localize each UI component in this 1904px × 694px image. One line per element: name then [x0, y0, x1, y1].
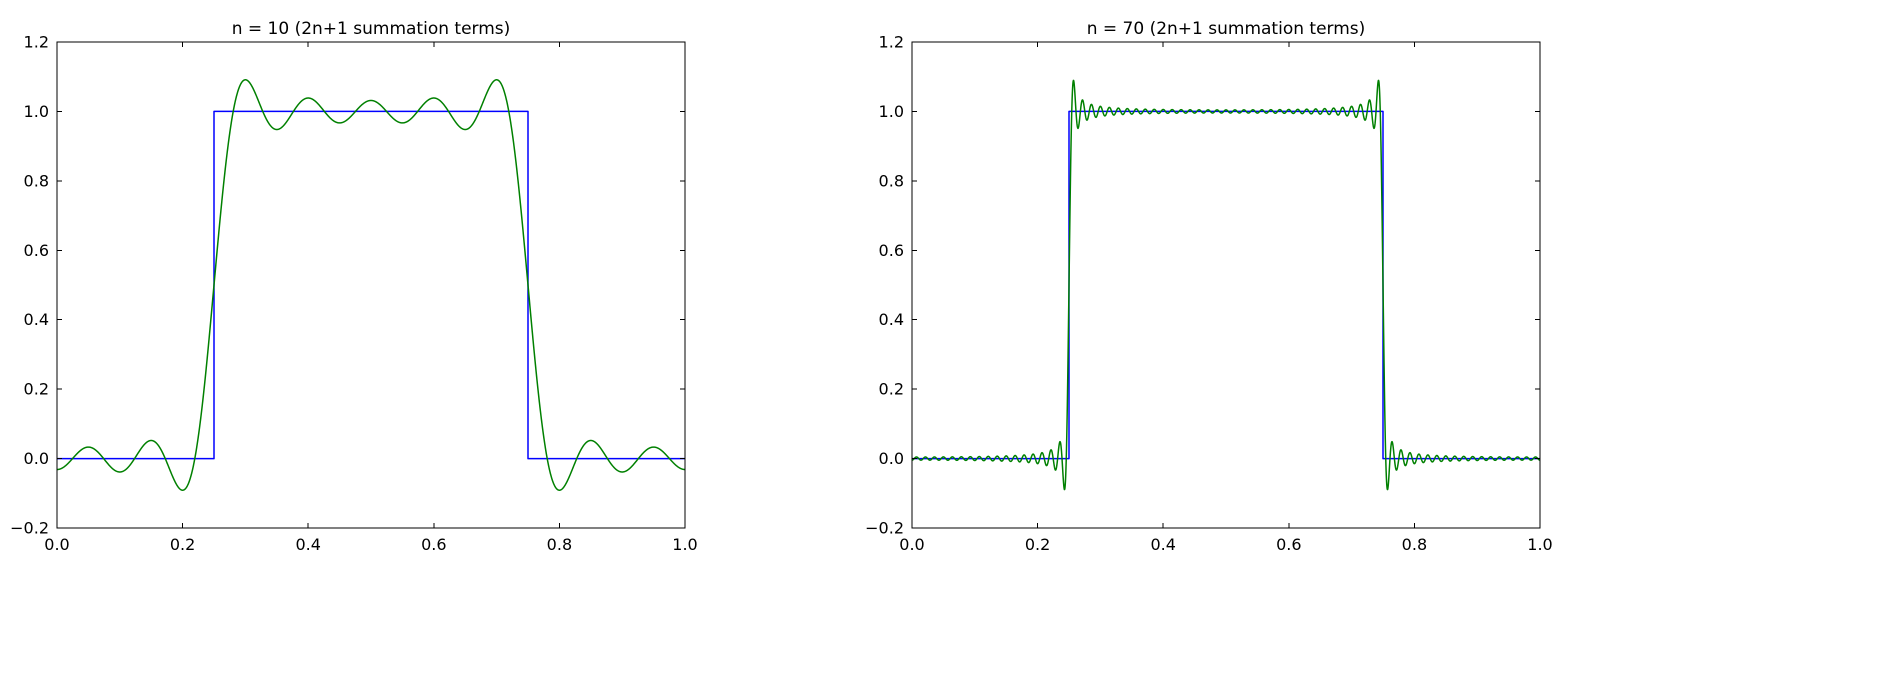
x-tick-label: 0.2	[1025, 535, 1050, 554]
y-tick-label: 0.8	[24, 171, 49, 190]
fourier-partial-sum-line	[911, 79, 1541, 491]
x-tick-label: 0.2	[170, 535, 195, 554]
y-tick-label: 0.6	[24, 241, 49, 260]
y-tick-label: 1.2	[879, 33, 904, 52]
right-chart: 0.0 0.2 0.4 0.6 0.8 1.0−0.20.00.20.40.60.81.0…	[865, 33, 1553, 555]
y-tick-label: 1.0	[24, 102, 49, 121]
y-tick-label: 1.2	[24, 33, 49, 52]
axes-background	[912, 42, 1540, 528]
x-tick-label: 0.4	[295, 535, 320, 554]
x-tick-label: 0.0	[44, 535, 69, 554]
y-tick-label: 1.0	[879, 102, 904, 121]
y-tick-label: 0.4	[24, 310, 49, 329]
x-tick-label: 0.0	[899, 535, 924, 554]
square-wave-target-line	[57, 110, 685, 460]
x-tick-label: 0.8	[1402, 535, 1427, 554]
axes-spines	[56, 41, 686, 529]
y-tick-label: 0.8	[879, 171, 904, 190]
y-tick-label: −0.2	[865, 519, 904, 538]
y-tick-label: 0.0	[24, 449, 49, 468]
left-chart-title: n = 10 (2n+1 summation terms)	[231, 19, 511, 39]
square-wave-target-line	[912, 110, 1540, 460]
axes-background	[57, 42, 685, 528]
fourier-partial-sum-line	[56, 79, 686, 491]
axes-spines	[911, 41, 1541, 529]
y-tick-label: −0.2	[10, 519, 49, 538]
x-tick-label: 1.0	[672, 535, 697, 554]
x-tick-label: 1.0	[1527, 535, 1552, 554]
left-chart: 0.0 0.2 0.4 0.6 0.8 1.0−0.20.00.20.40.60.81.0…	[10, 33, 698, 555]
right-chart-title: n = 70 (2n+1 summation terms)	[1086, 19, 1366, 39]
x-tick-label: 0.6	[1276, 535, 1301, 554]
x-tick-label: 0.8	[547, 535, 572, 554]
y-tick-label: 0.6	[879, 241, 904, 260]
x-tick-label: 0.6	[421, 535, 446, 554]
y-tick-label: 0.0	[879, 449, 904, 468]
y-tick-label: 0.4	[879, 310, 904, 329]
x-tick-label: 0.4	[1150, 535, 1175, 554]
y-tick-label: 0.2	[879, 380, 904, 399]
y-tick-label: 0.2	[24, 380, 49, 399]
